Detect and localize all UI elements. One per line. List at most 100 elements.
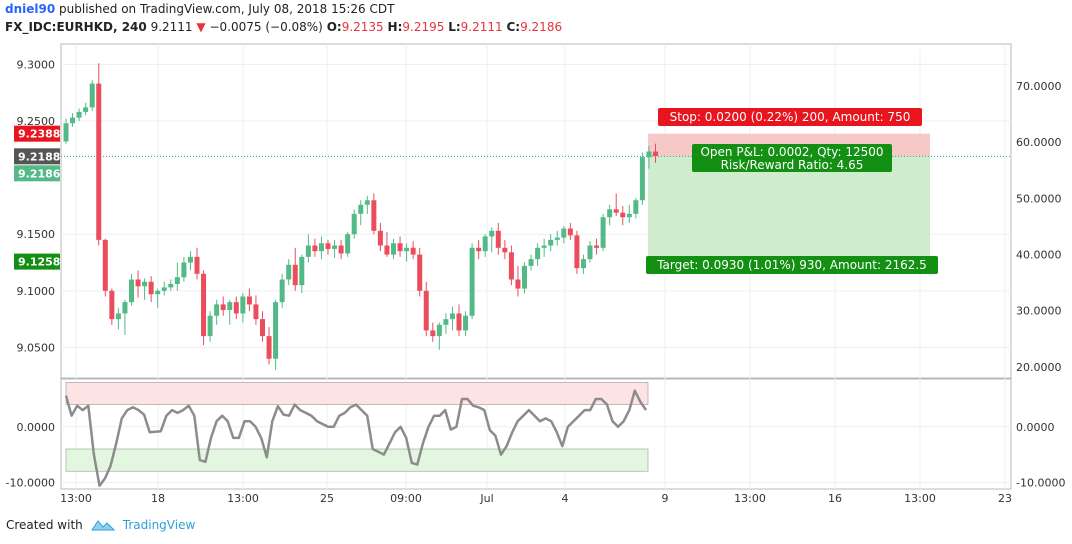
symbol-legend: FX_IDC:EURHKD, 240 9.2111 ▼ −0.0075 (−0.…	[5, 20, 562, 34]
candle-body	[456, 313, 462, 331]
candle-body	[371, 200, 377, 231]
oscillator-lower-band	[65, 448, 649, 472]
candle-body	[115, 313, 121, 320]
candle-body	[161, 287, 167, 291]
x-axis-tick-label: 25	[320, 492, 334, 505]
left-axis-tick-label: 9.2500	[17, 115, 56, 128]
candle-body	[463, 315, 469, 331]
open-value: 9.2135	[341, 20, 384, 34]
candle-body	[148, 281, 154, 295]
candle-body	[83, 107, 89, 112]
candle-body	[613, 209, 619, 213]
grid	[61, 44, 1011, 489]
candle-body	[535, 247, 541, 260]
x-axis-tick-label: 18	[151, 492, 165, 505]
candle-body	[377, 230, 383, 246]
candle-body	[253, 304, 259, 320]
candle-body	[122, 302, 128, 314]
candle-body	[391, 243, 396, 255]
candle-body	[233, 302, 239, 314]
pnl-label: Open P&L: 0.0002, Qty: 12500	[700, 145, 883, 159]
position-labels: Stop: 0.0200 (0.22%) 200, Amount: 750 Tar…	[646, 108, 938, 274]
candle-body	[351, 213, 357, 235]
price-tag-background	[14, 125, 60, 142]
candle-body	[541, 245, 547, 248]
username[interactable]: dniel90	[5, 2, 56, 16]
candle-body	[332, 245, 338, 249]
candle-body	[129, 279, 134, 303]
candle-body	[102, 239, 108, 291]
stop-label: Stop: 0.0200 (0.22%) 200, Amount: 750	[670, 110, 911, 124]
candle-body	[404, 247, 410, 252]
low-label: L:	[448, 20, 461, 34]
candle-body	[63, 123, 69, 142]
oscillator-left-tick-label: 0.0000	[17, 421, 56, 434]
candle-body	[318, 243, 324, 252]
candle-body	[410, 247, 416, 255]
x-axis-tick-label: 16	[828, 492, 842, 505]
candle-body	[345, 234, 351, 254]
candle-body	[502, 247, 508, 253]
high-label: H:	[387, 20, 403, 34]
candle-body	[574, 235, 580, 269]
price-change: −0.0075 (−0.08%)	[209, 20, 323, 34]
candle-body	[220, 304, 226, 311]
candle-body	[423, 290, 429, 331]
last-price: 9.2111	[150, 20, 193, 34]
candle-body	[522, 265, 527, 289]
x-axis-tick-label: 4	[562, 492, 569, 505]
candle-body	[626, 213, 632, 218]
candle-body	[580, 259, 586, 269]
candle-body	[207, 315, 213, 337]
candle-body	[449, 313, 455, 320]
candle-body	[312, 245, 318, 252]
close-value: 9.2186	[520, 20, 563, 34]
candle-body	[155, 290, 161, 295]
target-label: Target: 0.0930 (1.01%) 930, Amount: 2162…	[656, 258, 927, 272]
axes: 9.3000 9.2500 9.1500 9.1000 9.0500 70.0000 60.…	[6, 58, 1066, 505]
candle-body	[430, 330, 436, 337]
left-axis-tick-label: 9.3000	[17, 58, 56, 71]
candle-body	[338, 245, 344, 254]
stop-label-background	[658, 108, 922, 126]
x-axis-tick-label: 09:00	[390, 492, 422, 505]
x-axis-tick-label: 9	[662, 492, 669, 505]
candle-body	[508, 252, 514, 280]
candle-body	[358, 204, 364, 214]
candle-body	[639, 157, 645, 201]
candle-body	[142, 281, 148, 287]
candle-body	[528, 259, 534, 266]
right-axis-tick-label: 60.0000	[1016, 136, 1062, 149]
candle-body	[109, 290, 115, 320]
left-axis-tick-label: 9.0500	[17, 341, 56, 354]
left-axis-tick-label: 9.1000	[17, 285, 56, 298]
high-value: 9.2195	[402, 20, 445, 34]
price-chart[interactable]: 9.3000 9.2500 9.1500 9.1000 9.0500 70.0000 60.…	[0, 0, 1072, 506]
candle-body	[646, 151, 652, 158]
tradingview-brand-link[interactable]: TradingView	[122, 518, 196, 532]
pnl-label-background	[692, 144, 892, 172]
target-label-background	[646, 256, 938, 274]
candle-body	[76, 111, 82, 118]
candle-body	[181, 262, 187, 278]
candle-body	[325, 243, 331, 249]
candle-body	[561, 228, 567, 238]
tradingview-logo-icon[interactable]	[90, 518, 115, 532]
down-arrow-icon: ▼	[196, 20, 206, 34]
candle-body	[305, 245, 311, 257]
candle-body	[587, 245, 593, 260]
candle-body	[515, 279, 521, 289]
right-axis-tick-label: 50.0000	[1016, 192, 1062, 205]
candle-body	[299, 256, 305, 286]
candle-body	[201, 273, 207, 337]
candle-body	[246, 296, 252, 305]
x-axis-tick-label: Jul	[479, 492, 493, 505]
right-axis-tick-label: 30.0000	[1016, 305, 1062, 318]
candle-body	[495, 230, 501, 248]
candle-body	[436, 324, 442, 337]
candle-body	[260, 319, 265, 337]
candle-body	[227, 302, 233, 311]
price-tag-label: 9.2186	[18, 167, 61, 180]
candle-body	[273, 302, 279, 359]
candle-body	[633, 200, 639, 214]
